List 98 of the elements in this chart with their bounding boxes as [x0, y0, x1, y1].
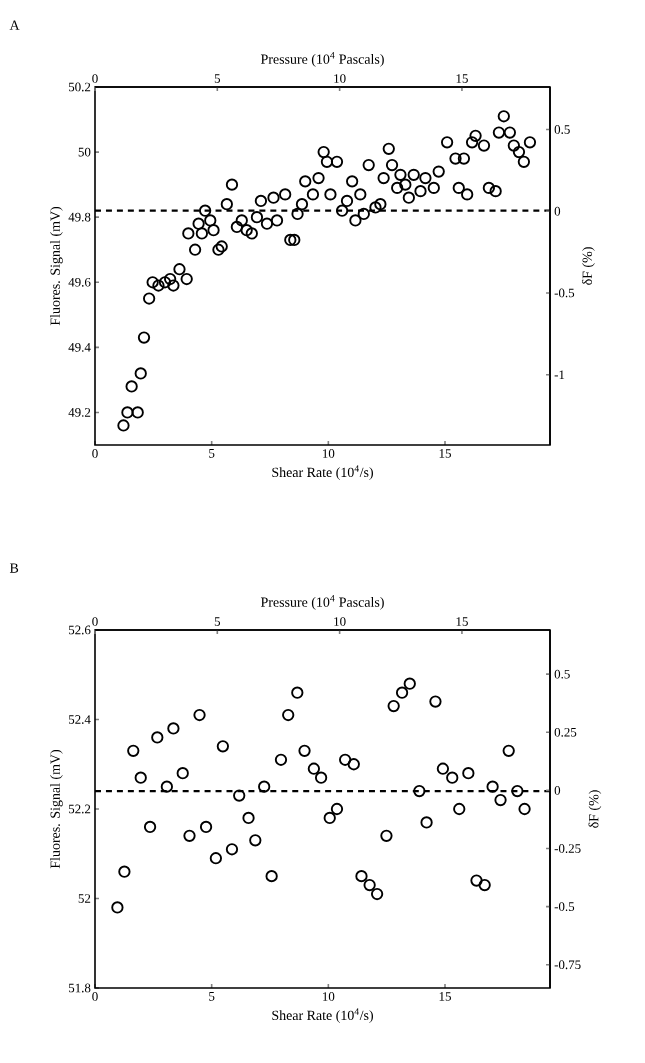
point — [134, 771, 147, 784]
y2-tick-label: -0.5 — [554, 288, 575, 298]
point — [216, 740, 229, 753]
point — [403, 677, 416, 690]
point — [143, 820, 157, 834]
x2-tick-label: 15 — [456, 74, 468, 83]
point — [446, 771, 459, 784]
point — [518, 802, 531, 816]
point — [380, 829, 393, 842]
y2-axis-title: δF (%) — [582, 247, 595, 285]
y2-tick-label: 0 — [554, 206, 561, 216]
x2-tick-label: 0 — [92, 617, 98, 626]
point — [478, 878, 491, 892]
point — [209, 852, 222, 865]
point — [470, 874, 483, 887]
x-tick-label: 15 — [439, 449, 451, 458]
point — [370, 887, 384, 901]
point — [233, 789, 246, 802]
point — [330, 802, 344, 816]
point — [183, 829, 196, 842]
point — [502, 744, 515, 757]
point — [291, 686, 304, 699]
y-tick-label: 49.6 — [68, 277, 91, 287]
x-tick-label: 15 — [439, 992, 451, 1001]
point — [363, 878, 376, 892]
point — [298, 744, 311, 757]
point — [176, 767, 189, 780]
point — [314, 771, 328, 784]
y2-tick-label: -0.75 — [554, 960, 581, 970]
point — [462, 767, 475, 780]
y-tick-label: 52.6 — [68, 625, 91, 635]
y2-tick-label: -0.25 — [554, 844, 581, 853]
point — [436, 762, 450, 775]
y-tick-label: 51.8 — [68, 983, 91, 993]
chart-title: B — [9, 563, 19, 573]
point — [429, 695, 442, 708]
point — [118, 865, 131, 878]
y2-axis-title: δF (%) — [588, 790, 602, 828]
point — [307, 762, 320, 775]
point — [339, 753, 352, 766]
point — [395, 686, 409, 699]
y2-tick-label: 0 — [554, 786, 561, 795]
point — [199, 820, 213, 834]
x2-axis-title: Pressure (10$^{4}$ Pascals) — [260, 595, 384, 610]
x-tick-label: 0 — [92, 449, 98, 458]
point — [274, 753, 288, 766]
y2-tick-label: -0.5 — [554, 902, 575, 912]
y-tick-label: 52.4 — [68, 715, 91, 724]
point — [167, 722, 180, 735]
point — [511, 784, 524, 798]
point — [453, 802, 466, 816]
x-tick-label: 0 — [92, 992, 98, 1001]
point — [258, 780, 271, 793]
x-tick-label: 10 — [323, 449, 335, 458]
point — [111, 901, 124, 914]
point — [160, 780, 173, 793]
x-tick-label: 5 — [209, 449, 215, 458]
y-tick-label: 50.2 — [68, 82, 91, 92]
y-tick-label: 49.4 — [68, 342, 91, 352]
y-tick-label: 49.2 — [68, 408, 91, 417]
point — [387, 699, 400, 713]
point — [225, 843, 239, 856]
y-tick-label: 52.2 — [68, 804, 91, 814]
point — [151, 731, 164, 744]
point — [486, 780, 499, 793]
y2-tick-label: 0.5 — [554, 669, 570, 679]
y2-tick-label: 0.5 — [554, 125, 570, 134]
point — [355, 870, 368, 883]
y-axis-title: Fluores. Signal (mV) — [50, 749, 63, 869]
point — [249, 834, 262, 847]
x-axis-title: Shear Rate (10$^{4}$/s) — [272, 465, 373, 480]
point — [347, 758, 360, 771]
y-tick-label: 52 — [78, 894, 91, 903]
point — [420, 816, 433, 829]
x2-tick-label: 15 — [456, 617, 468, 626]
y-tick-label: 49.8 — [68, 212, 91, 222]
point — [265, 870, 278, 883]
point — [193, 708, 206, 722]
y-tick-label: 50 — [78, 147, 91, 157]
x2-tick-label: 5 — [214, 617, 221, 626]
point — [323, 811, 336, 825]
x2-tick-label: 10 — [334, 617, 346, 626]
x-tick-label: 5 — [209, 992, 215, 1001]
x-tick-label: 10 — [323, 992, 335, 1001]
chart-title: A — [9, 20, 20, 30]
y2-tick-label: -1 — [554, 370, 565, 379]
point — [282, 708, 295, 722]
point — [242, 811, 255, 825]
x2-tick-label: 5 — [214, 74, 221, 83]
x2-tick-label: 10 — [334, 74, 346, 83]
x2-tick-label: 0 — [92, 74, 98, 83]
point — [127, 744, 140, 757]
y2-tick-label: 0.25 — [554, 727, 577, 737]
y-axis-title: Fluores. Signal (mV) — [50, 206, 63, 326]
point — [494, 793, 507, 807]
x2-axis-title: Pressure (10$^{4}$ Pascals) — [260, 52, 384, 67]
x-axis-title: Shear Rate (10$^{4}$/s) — [272, 1008, 373, 1023]
point — [413, 784, 426, 798]
